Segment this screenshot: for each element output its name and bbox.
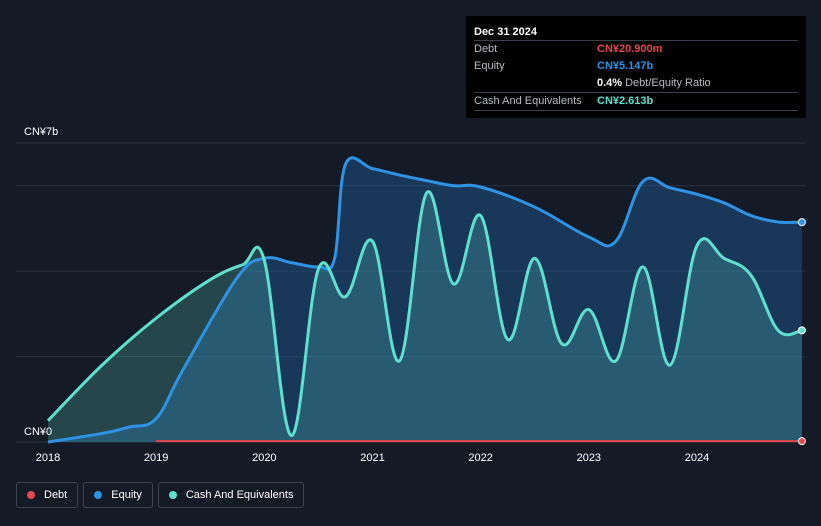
debt-end-marker bbox=[797, 437, 806, 446]
series-areas bbox=[48, 157, 802, 442]
tooltip-row-debt: Debt CN¥20.900m bbox=[474, 40, 798, 58]
cash-end-marker bbox=[797, 326, 806, 335]
equity-dot-icon bbox=[94, 491, 103, 499]
cash-line bbox=[46, 190, 803, 438]
tooltip-equity-value: CN¥5.147b bbox=[597, 60, 654, 72]
tooltip-cash-label: Cash And Equivalents bbox=[474, 95, 582, 107]
y-axis-bottom-label: CN¥0 bbox=[24, 426, 52, 438]
legend-equity-label: Equity bbox=[111, 489, 142, 501]
cash-dot-icon bbox=[168, 491, 177, 499]
tooltip-date: Dec 31 2024 bbox=[474, 26, 537, 38]
chart-legend: Debt Equity Cash And Equivalents bbox=[16, 482, 305, 508]
legend-item-debt[interactable]: Debt bbox=[16, 482, 79, 508]
cash-area bbox=[48, 191, 802, 442]
tooltip-equity-label: Equity bbox=[474, 60, 505, 72]
tooltip-row-equity: Equity CN¥5.147b bbox=[474, 58, 798, 75]
tooltip-panel: Dec 31 2024 Debt CN¥20.900m Equity CN¥5.… bbox=[466, 16, 806, 118]
x-tick-label: 2019 bbox=[144, 452, 168, 464]
tooltip-debt-value: CN¥20.900m bbox=[597, 43, 663, 55]
legend-item-cash[interactable]: Cash And Equivalents bbox=[157, 482, 305, 508]
tooltip-row-cash: Cash And Equivalents CN¥2.613b bbox=[474, 92, 798, 111]
legend-item-equity[interactable]: Equity bbox=[83, 482, 153, 508]
tooltip-ratio-label bbox=[474, 75, 597, 92]
equity-area bbox=[48, 157, 802, 442]
x-tick-label: 2018 bbox=[36, 452, 60, 464]
x-axis-ticks: 2018 2019 2020 2021 2022 2023 2024 bbox=[36, 452, 709, 464]
x-tick-label: 2023 bbox=[577, 452, 601, 464]
legend-cash-label: Cash And Equivalents bbox=[185, 489, 294, 501]
tooltip-row-ratio: 0.4% Debt/Equity Ratio bbox=[474, 75, 798, 92]
end-markers bbox=[797, 218, 806, 446]
x-tick-label: 2020 bbox=[252, 452, 276, 464]
tooltip-ratio-sub: Debt/Equity Ratio bbox=[625, 77, 711, 89]
legend-debt-label: Debt bbox=[44, 489, 68, 501]
tooltip-debt-label: Debt bbox=[474, 43, 498, 55]
x-tick-label: 2024 bbox=[685, 452, 709, 464]
tooltip-ratio-value: 0.4% bbox=[597, 77, 623, 89]
series-lines bbox=[46, 156, 803, 444]
x-tick-label: 2021 bbox=[360, 452, 384, 464]
tooltip-cash-value: CN¥2.613b bbox=[597, 95, 654, 107]
y-axis-top-label: CN¥7b bbox=[24, 126, 58, 138]
debt-dot-icon bbox=[27, 491, 35, 499]
equity-line bbox=[47, 156, 802, 444]
equity-end-marker bbox=[797, 218, 806, 227]
x-tick-label: 2022 bbox=[468, 452, 492, 464]
